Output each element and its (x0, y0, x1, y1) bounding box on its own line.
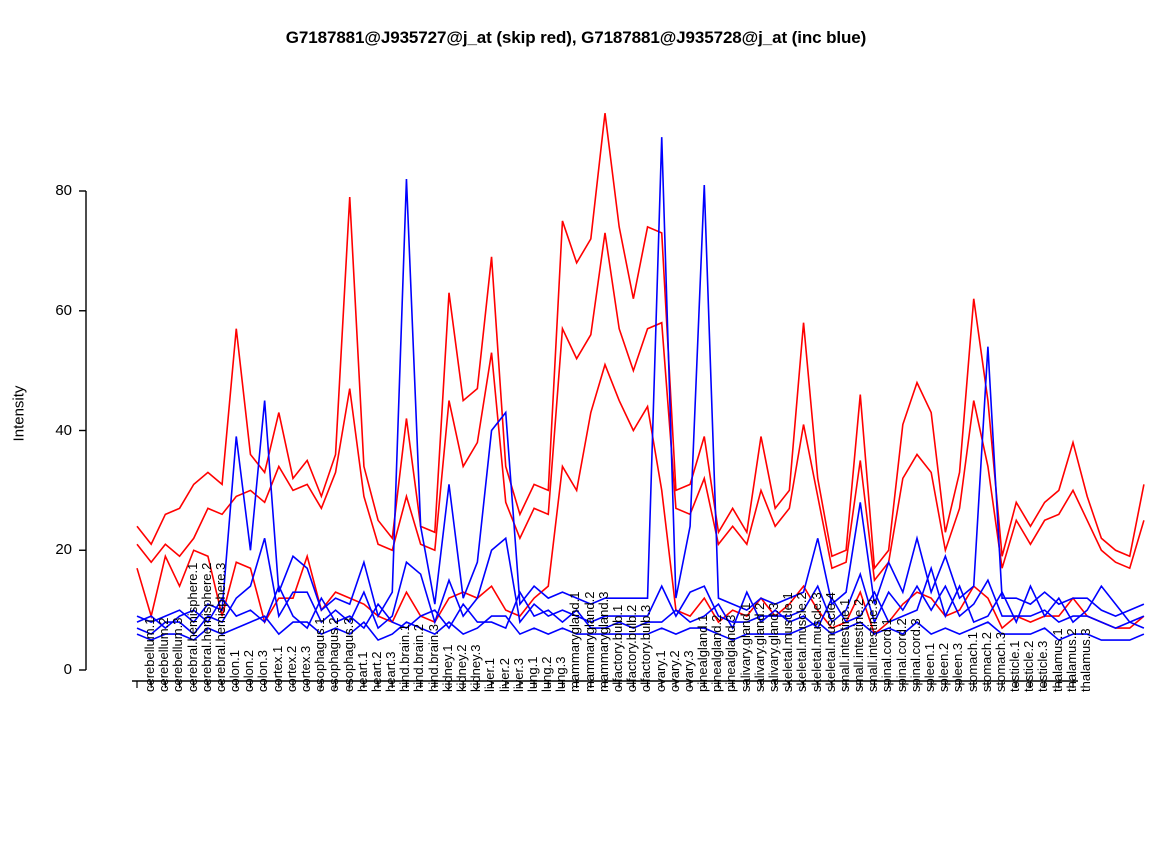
x-tick-label: kidney.1 (439, 644, 455, 692)
x-tick-label: colon.1 (227, 650, 243, 692)
x-tick-label: ovary.3 (680, 650, 696, 692)
x-tick-label: stomach.2 (978, 632, 994, 692)
x-tick-label: hind.brain.3 (425, 624, 441, 692)
x-tick-label: cerebellum.2 (156, 617, 172, 692)
x-tick-label: kidney.2 (454, 644, 469, 692)
x-tick-label: skeletal.muscle.1 (780, 592, 796, 692)
x-tick-label: skeletal.muscle.2 (794, 592, 810, 692)
x-tick-label: cortex.3 (298, 645, 313, 692)
x-tick-label: spinal.cord.3 (907, 618, 923, 692)
x-tick-label: cerebellum.3 (170, 617, 186, 692)
x-tick-label: skeletal.muscle.3 (808, 592, 824, 692)
x-tick-label: small.intestine.1 (836, 598, 852, 692)
y-tick-label: 80 (55, 182, 72, 199)
x-tick-label: esophagus.3 (340, 617, 356, 692)
x-tick-label: cortex.2 (283, 645, 299, 692)
x-tick-label: liver.3 (510, 658, 526, 692)
x-tick-label: liver.1 (482, 658, 498, 692)
x-tick-label: salivary.gland.1 (737, 602, 753, 692)
x-tick-label: lung.1 (524, 656, 540, 692)
y-tick-label: 60 (55, 301, 72, 319)
x-axis (132, 680, 1078, 688)
x-tick-label: mammarygland.1 (567, 591, 583, 692)
x-tick-label: stomach.1 (964, 632, 980, 692)
x-tick-label: spleen.3 (950, 642, 966, 692)
x-tick-label: mammarygland.3 (595, 591, 611, 692)
x-tick-label: skeletal.muscle.4 (822, 592, 838, 692)
x-tick-label: cerebral.hemisphere.3 (212, 562, 228, 692)
x-tick-label: testicle.3 (1035, 640, 1051, 692)
x-tick-label: olfactory.bulb.2 (624, 604, 640, 692)
x-tick-label: ovary.2 (666, 650, 682, 692)
data-series-group (136, 113, 1145, 642)
x-tick-label: esophagus.2 (326, 617, 342, 692)
x-tick-label: thalamus.2 (1063, 628, 1079, 692)
page-title: G7187881@J935727@j_at (skip red), G71878… (285, 28, 867, 47)
x-tick-label: cerebral.hemisphere.1 (184, 562, 200, 692)
x-tick-label: heart.2 (368, 651, 384, 692)
x-tick-label: ovary.1 (652, 650, 668, 692)
x-tick-label: kidney.3 (468, 644, 484, 692)
x-tick-label: small.intestine.2 (851, 598, 867, 692)
x-tick-label: salivary.gland.2 (751, 602, 767, 692)
x-tick-label: salivary.gland.3 (766, 602, 781, 692)
x-tick-label: olfactory.bulb.1 (610, 604, 625, 692)
x-tick-label: lung.2 (539, 656, 555, 692)
x-tick-label: pinealgland.3 (723, 614, 739, 692)
x-tick-label: testicle.1 (1007, 640, 1023, 692)
x-tick-label: liver.2 (496, 658, 512, 692)
y-tick-label: 20 (55, 541, 72, 559)
x-tick-label: mammarygland.2 (581, 591, 597, 692)
x-tick-label: spleen.2 (936, 642, 952, 692)
x-tick-label: pinealgland.1 (695, 614, 711, 692)
x-tick-label: cerebral.hemisphere.2 (198, 562, 214, 692)
x-tick-label: thalamus.3 (1078, 628, 1093, 692)
x-tick-label: spinal.cord.2 (893, 618, 909, 692)
x-tick-label: heart.1 (354, 651, 370, 692)
x-tick-label: heart.3 (383, 651, 399, 692)
x-tick-label: esophagus.1 (312, 617, 328, 692)
y-tick-label: 40 (55, 421, 72, 439)
x-tick-label: spinal.cord.1 (879, 618, 895, 692)
x-tick-label: hind.brain.2 (411, 624, 427, 692)
x-tick-label: cerebellum.1 (142, 617, 157, 692)
x-tick-label: spleen.1 (922, 642, 937, 692)
x-tick-label: stomach.3 (992, 632, 1008, 692)
x-tick-label: cortex.1 (269, 645, 285, 692)
x-tick-label: colon.3 (255, 650, 271, 692)
y-tick-label: 0 (63, 661, 72, 678)
y-axis (79, 190, 87, 671)
x-tick-label: olfactory.bulb.3 (638, 604, 654, 692)
x-tick-label: thalamus.1 (1049, 628, 1065, 692)
